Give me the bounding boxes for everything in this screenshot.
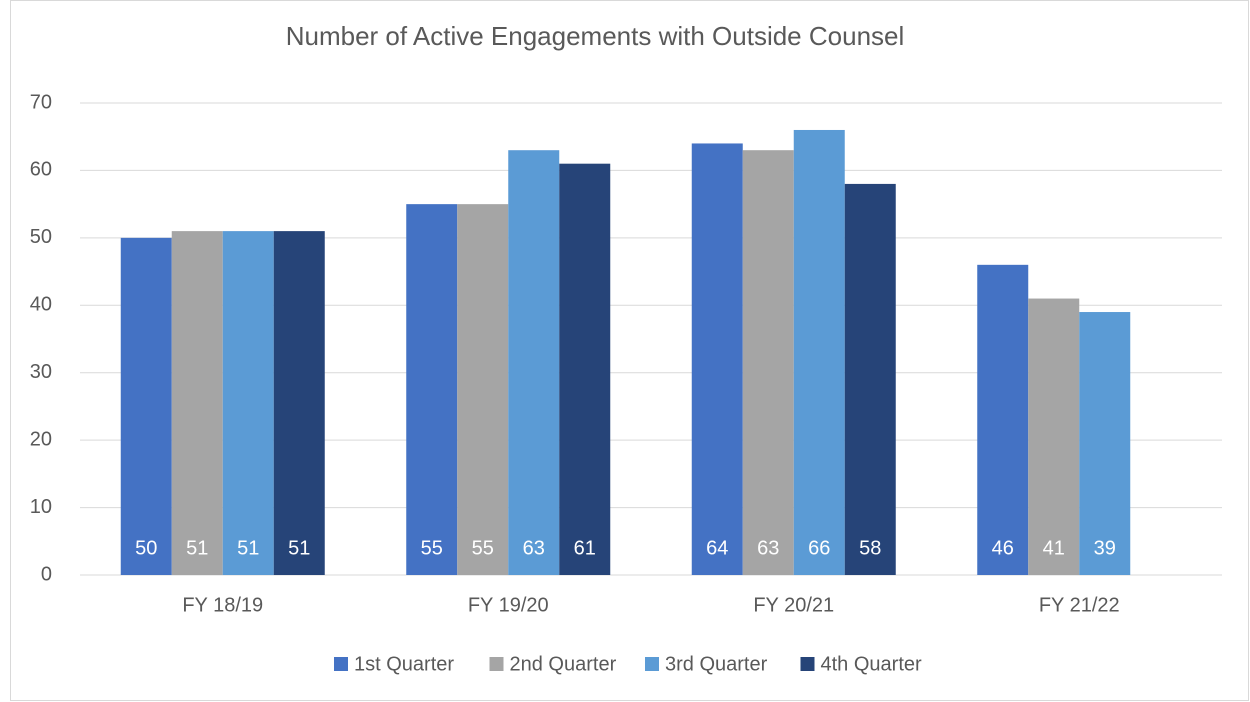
bar [508, 150, 560, 575]
chart-title: Number of Active Engagements with Outsid… [286, 21, 905, 51]
x-tick-label: FY 20/21 [753, 594, 834, 616]
y-tick-label: 20 [30, 428, 52, 450]
bar [406, 204, 458, 575]
legend-swatch [489, 657, 504, 671]
legend-label: 1st Quarter [354, 653, 454, 675]
y-tick-label: 40 [30, 294, 52, 316]
y-tick-label: 50 [30, 226, 52, 248]
bar [977, 264, 1029, 575]
data-label: 51 [237, 537, 259, 559]
bar [1028, 298, 1080, 575]
bar [1079, 312, 1131, 575]
bar [742, 150, 794, 575]
data-label: 39 [1094, 537, 1116, 559]
y-tick-label: 0 [41, 563, 52, 585]
y-tick-label: 30 [30, 361, 52, 383]
legend-label: 3rd Quarter [665, 653, 768, 675]
legend-label: 4th Quarter [821, 653, 923, 675]
data-label: 66 [808, 537, 830, 559]
bar [457, 204, 509, 575]
data-label: 50 [135, 537, 157, 559]
data-label: 63 [757, 537, 779, 559]
y-tick-label: 10 [30, 496, 52, 518]
x-tick-label: FY 21/22 [1039, 594, 1120, 616]
bar [691, 143, 743, 575]
x-tick-label: FY 19/20 [468, 594, 549, 616]
x-tick-label: FY 18/19 [182, 594, 263, 616]
bar [171, 231, 223, 575]
bar [844, 183, 896, 575]
data-label: 64 [706, 537, 728, 559]
y-tick-label: 70 [30, 91, 52, 113]
bar [273, 231, 325, 575]
bar [793, 129, 845, 575]
bar [559, 163, 611, 575]
data-label: 61 [574, 537, 596, 559]
data-label: 63 [523, 537, 545, 559]
legend-swatch [334, 657, 348, 671]
data-label: 41 [1043, 537, 1065, 559]
data-label: 58 [859, 537, 881, 559]
data-label: 51 [288, 537, 310, 559]
data-label: 51 [186, 537, 208, 559]
bar [222, 231, 274, 575]
data-label: 46 [992, 537, 1014, 559]
legend-label: 2nd Quarter [510, 653, 617, 675]
legend-swatch [800, 657, 815, 671]
data-label: 55 [472, 537, 494, 559]
data-label: 55 [421, 537, 443, 559]
legend-swatch [645, 657, 659, 671]
y-tick-label: 60 [30, 159, 52, 181]
bar [120, 237, 172, 575]
